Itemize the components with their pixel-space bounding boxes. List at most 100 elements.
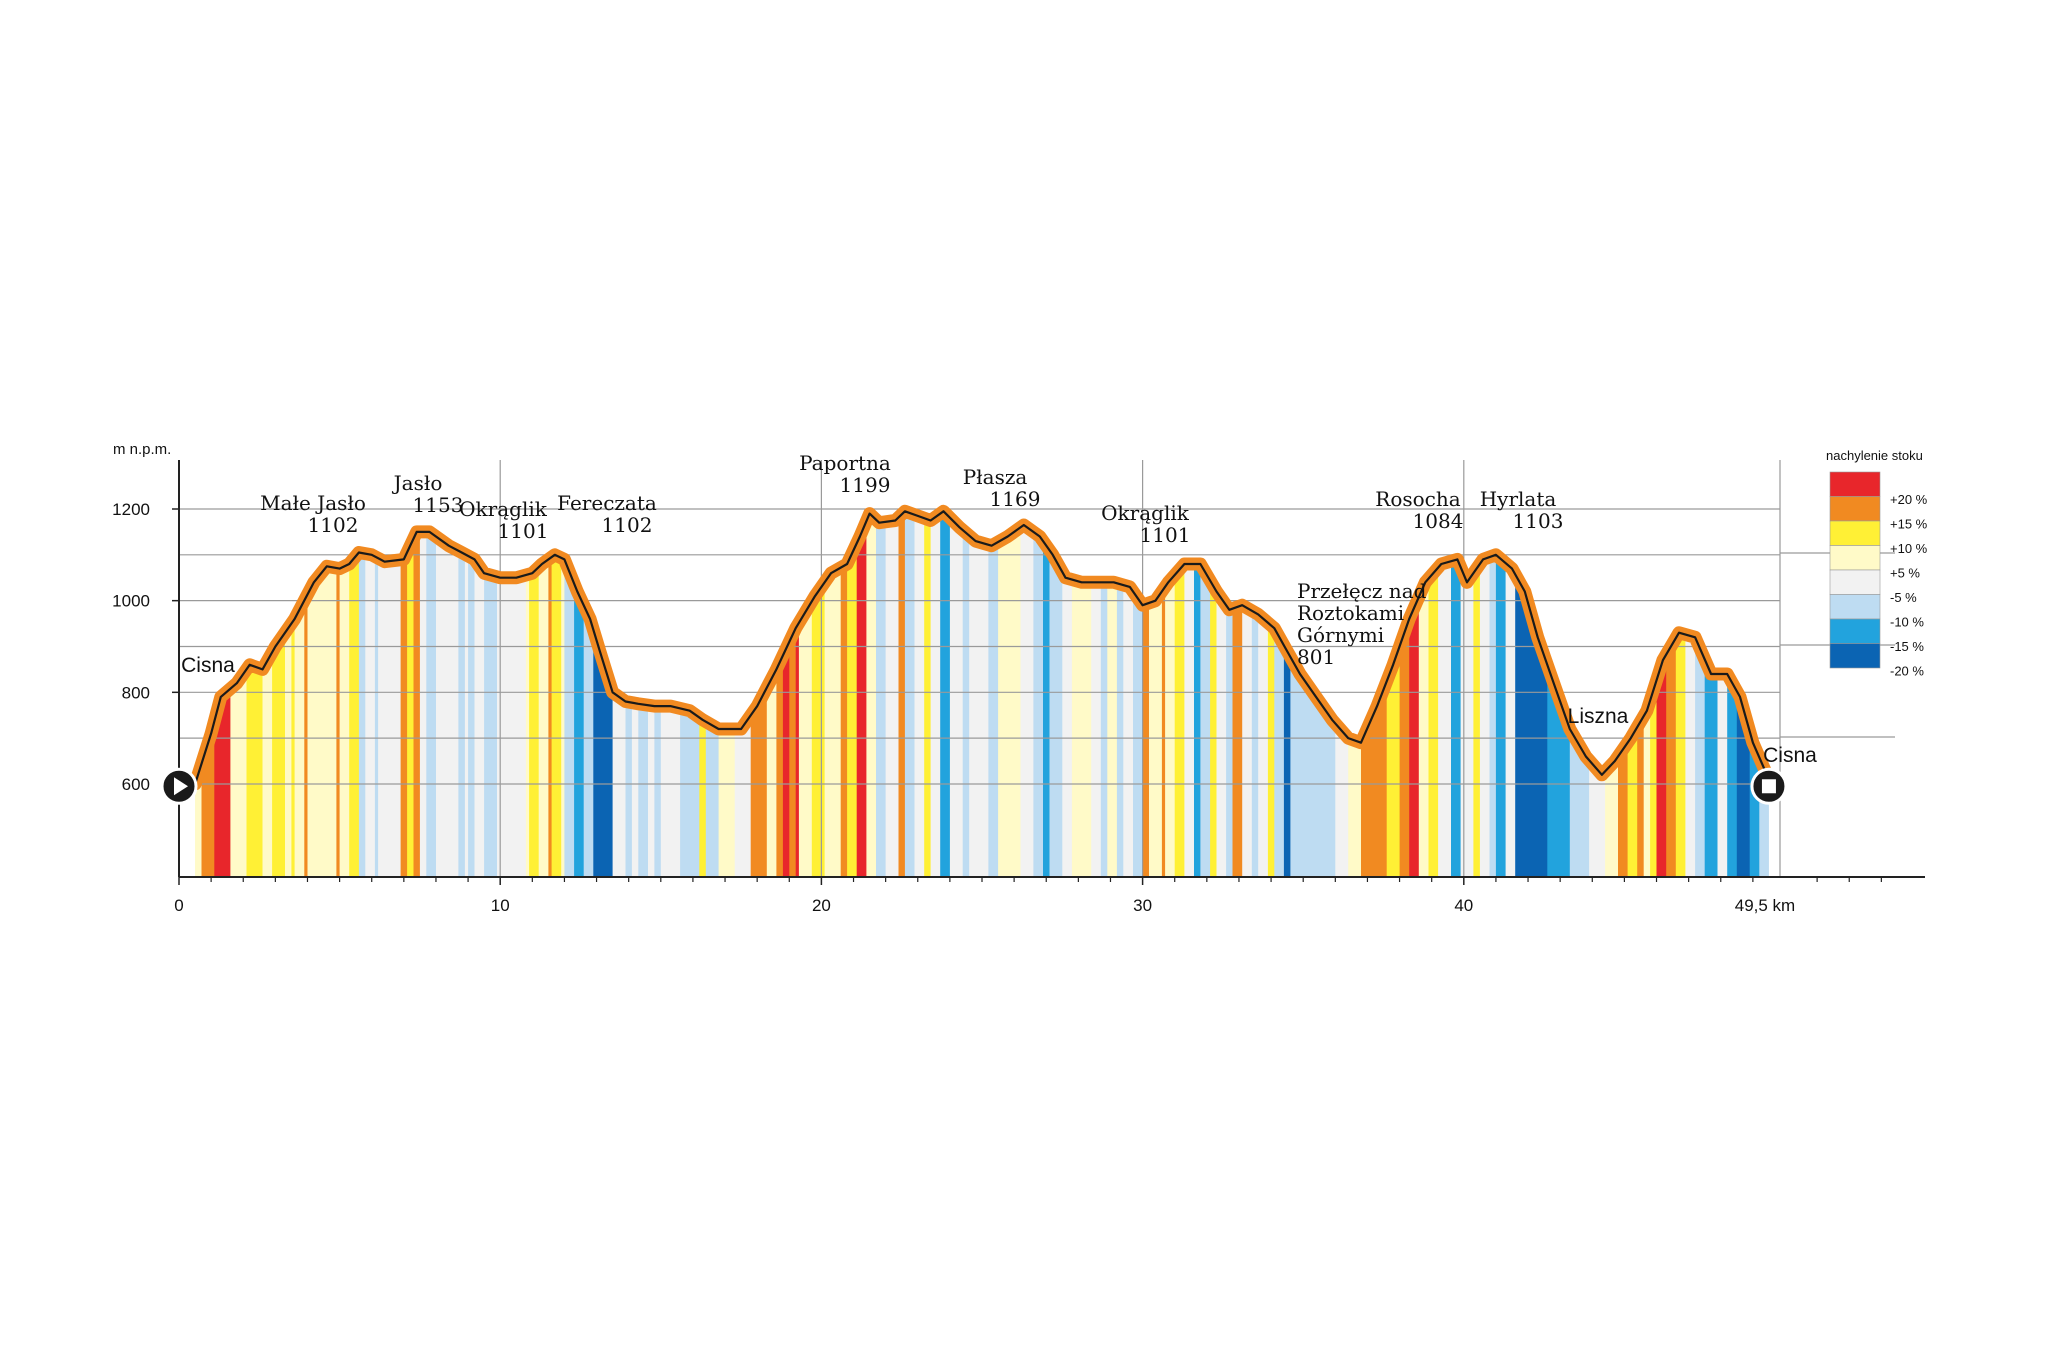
legend-label: -15 %: [1890, 639, 1924, 654]
legend-label: +10 %: [1890, 541, 1928, 556]
slope-stripe: [1091, 511, 1102, 877]
slope-stripe: [407, 511, 415, 877]
annotation-line: Cisna: [181, 654, 235, 677]
slope-stripe: [468, 511, 476, 877]
slope-stripe: [1749, 511, 1760, 877]
slope-stripe: [940, 511, 951, 877]
slope-stripe: [904, 511, 916, 877]
slope-stripe: [1399, 511, 1410, 877]
slope-stripe: [789, 511, 797, 877]
annotation-line: 801: [1297, 645, 1335, 669]
slope-stripe: [458, 511, 466, 877]
slope-stripe: [564, 511, 575, 877]
slope-stripe: [1149, 511, 1163, 877]
slope-stripe: [307, 511, 337, 877]
slope-stripe: [1637, 511, 1645, 877]
slope-stripe: [898, 511, 906, 877]
slope-stripe: [426, 511, 437, 877]
annotation-line: Liszna: [1568, 705, 1629, 728]
slope-stripe: [474, 511, 485, 877]
legend-swatch: [1829, 618, 1881, 644]
slope-stripe: [824, 511, 842, 877]
slope-stripe: [1283, 511, 1291, 877]
grid: [179, 460, 1895, 877]
slope-stripe: [631, 511, 639, 877]
slope-stripe: [766, 511, 777, 877]
annotation-line: Rosocha: [1375, 487, 1460, 511]
slope-stripe: [1569, 511, 1590, 877]
slope-stripe: [1216, 511, 1227, 877]
slope-stripe: [1656, 511, 1667, 877]
slope-stripe: [1627, 511, 1638, 877]
slope-stripe: [638, 511, 649, 877]
slope-stripe: [1418, 511, 1429, 877]
annotation-line: Małe Jasło: [260, 491, 366, 515]
annotation-line: Paportna: [799, 451, 891, 475]
slope-stripe: [1618, 511, 1629, 877]
y-tick-label: 1000: [112, 592, 150, 611]
slope-stripe: [230, 511, 248, 877]
slope-stripe: [201, 511, 215, 877]
x-tick-label: 20: [812, 896, 831, 915]
slope-stripe: [1133, 511, 1144, 877]
slope-stripe: [349, 511, 360, 877]
slope-stripe: [561, 511, 565, 877]
slope-stripe: [574, 511, 585, 877]
slope-stripe: [214, 511, 231, 877]
slope-stripe: [1409, 511, 1420, 877]
x-tick-label: 30: [1133, 896, 1152, 915]
slope-stripe: [1267, 511, 1275, 877]
slope-stripe: [1685, 511, 1696, 877]
slope-stripe: [1547, 511, 1571, 877]
legend-title: nachylenie stoku: [1826, 448, 1923, 463]
slope-stripe: [1200, 511, 1211, 877]
annotation-line: Górnymi: [1297, 623, 1384, 647]
slope-stripe: [1258, 511, 1269, 877]
slope-stripe: [195, 511, 203, 877]
slope-stripe: [1489, 511, 1497, 877]
slope-stripe: [840, 511, 848, 877]
annotation-line: Jasło: [392, 471, 443, 495]
slope-stripe: [365, 511, 376, 877]
legend-label: +20 %: [1890, 492, 1928, 507]
slope-stripe: [1194, 511, 1201, 877]
slope-stripe: [1226, 511, 1234, 877]
legend-swatch: [1829, 520, 1881, 546]
slope-stripe: [262, 511, 273, 877]
slope-stripe: [436, 511, 460, 877]
annotation-line: 1103: [1513, 509, 1564, 533]
slope-stripe: [1704, 511, 1719, 877]
x-tick-label: 0: [174, 896, 183, 915]
slope-stripe: [1020, 511, 1034, 877]
annotation-line: Cisna: [1763, 744, 1817, 767]
slope-stripe: [246, 511, 264, 877]
slope-stripe: [413, 511, 421, 877]
legend-label: -20 %: [1890, 664, 1924, 679]
legend-swatch: [1829, 496, 1881, 522]
y-tick-label: 1200: [112, 500, 150, 519]
x-tick-label: 10: [491, 896, 510, 915]
slope-stripe: [885, 511, 899, 877]
slope-stripe: [1062, 511, 1073, 877]
annotation-line: 1199: [840, 473, 891, 497]
slope-stripe: [358, 511, 366, 877]
slope-stripe: [654, 511, 662, 877]
annotation-line: 1102: [308, 513, 359, 537]
legend-swatch: [1829, 569, 1881, 595]
slope-stripe: [1116, 511, 1124, 877]
annotation-line: 1169: [990, 487, 1041, 511]
y-axis-label: m n.p.m.: [113, 441, 171, 458]
slope-stripe: [1589, 511, 1606, 877]
legend-swatch: [1829, 643, 1881, 669]
slope-stripe: [1123, 511, 1134, 877]
x-tick-label: 40: [1454, 896, 1473, 915]
slope-stripe: [378, 511, 402, 877]
